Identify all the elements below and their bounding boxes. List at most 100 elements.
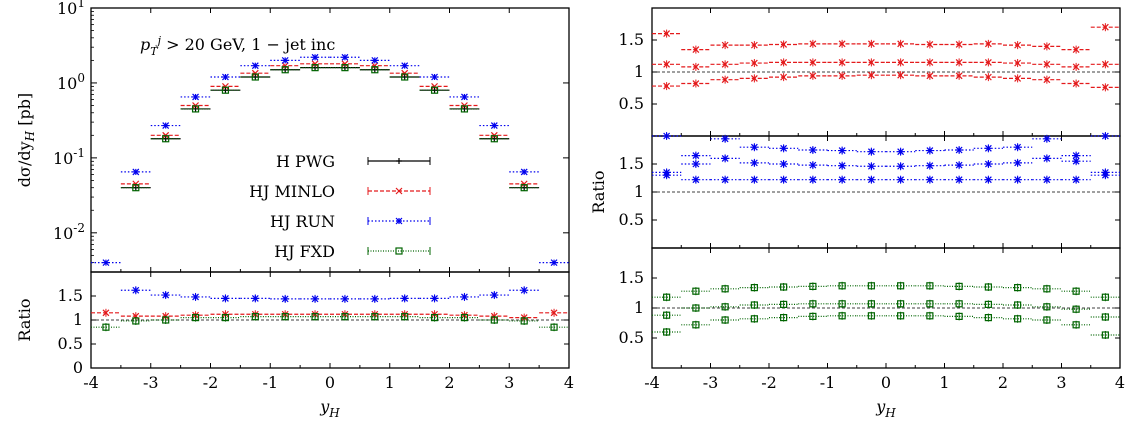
panel-left-main-data-point bbox=[520, 168, 528, 176]
panel-right-bottom-xtick-label: -1 bbox=[820, 373, 836, 392]
panel-left-ratio-data-point bbox=[192, 293, 199, 301]
panel-right-bottom-data-point bbox=[984, 300, 992, 308]
panel-left-ratio-ytick-label: 0 bbox=[73, 358, 83, 377]
panel-left-main-data-point bbox=[102, 259, 110, 267]
panel-right-top-data-point bbox=[897, 58, 905, 66]
panel-left-ratio-series bbox=[91, 312, 569, 332]
panel-right-middle-data-point bbox=[750, 159, 758, 167]
panel-right-top-ytick-label: 0.5 bbox=[619, 94, 644, 113]
panel-right-bottom-xlabel: yH bbox=[875, 397, 896, 420]
panel-left-main-data-point bbox=[490, 135, 498, 143]
panel-right-middle-data-point bbox=[955, 161, 963, 169]
panel-right-top-data-point bbox=[1014, 74, 1022, 82]
panel-right-middle-data-point bbox=[1043, 135, 1051, 143]
panel-left-ratio-data-point bbox=[251, 313, 259, 321]
panel-right-bottom-data-point bbox=[897, 300, 905, 308]
panel-left-main-data-point bbox=[401, 69, 409, 77]
panel-right-middle-data-point bbox=[838, 176, 846, 184]
panel-left-main-ylabel: dσ/dyH [pb] bbox=[15, 93, 37, 187]
panel-right-bottom-data-point bbox=[663, 328, 671, 336]
panel-right-bottom-data-point bbox=[926, 312, 934, 320]
panel-left-ratio-data-point bbox=[281, 313, 289, 321]
panel-left-main-data-point bbox=[311, 53, 319, 61]
panel-right-top-data-point bbox=[663, 30, 671, 38]
panel-right-middle-data-point bbox=[984, 176, 992, 184]
panel-right-middle-data-point bbox=[663, 132, 671, 140]
panel-left-main-data-point bbox=[431, 82, 438, 90]
panel-left-ratio-data-point bbox=[431, 294, 438, 302]
panel-left-ratio-data-point bbox=[461, 293, 468, 301]
panel-left-ratio-data-point bbox=[520, 286, 528, 294]
panel-right-middle-data-point bbox=[926, 147, 934, 154]
panel-right-top-data-point bbox=[1072, 80, 1080, 87]
panel-right-middle-data-point bbox=[780, 160, 788, 168]
panel-right-middle-data-point bbox=[867, 176, 875, 184]
panel-left-main-data-point bbox=[191, 105, 200, 113]
panel-right-middle-data-point bbox=[750, 143, 758, 151]
panel-right-top-data-point bbox=[955, 41, 963, 48]
panel-left-ratio-xtick-label: 2 bbox=[444, 373, 454, 392]
panel-right-bottom-data-point bbox=[955, 300, 963, 308]
panel-right-top-data-point bbox=[926, 41, 934, 48]
panel-right-bottom-ytick-label: 1.5 bbox=[619, 268, 644, 287]
panel-right-middle-ytick-label: 1 bbox=[634, 182, 644, 201]
panel-right-middle bbox=[651, 132, 1121, 248]
panel-left-ratio-xlabel: yH bbox=[319, 397, 340, 420]
panel-right-bottom-data-point bbox=[838, 300, 846, 308]
panel-right-top-ytick-label: 1 bbox=[634, 62, 644, 81]
panel-right-bottom-data-point bbox=[721, 303, 729, 311]
panel-left-main-data-point bbox=[520, 184, 528, 192]
panel-right-top-data-point bbox=[1043, 60, 1051, 68]
panel-right-bottom-data-point bbox=[721, 285, 729, 293]
panel-left-ratio-data-point bbox=[191, 314, 200, 322]
panel-right-top-data-point bbox=[926, 72, 934, 80]
panel-right-bottom-data-point bbox=[692, 304, 700, 312]
panel-right-middle-data-point bbox=[692, 152, 700, 160]
panel-right-middle-data-point bbox=[867, 162, 875, 170]
panel-left-main-ytick-label: 10-1 bbox=[53, 146, 85, 168]
panel-left-main-data-point bbox=[460, 105, 469, 113]
panel-left-main-data-point bbox=[401, 62, 409, 70]
panel-right-bottom-data-point bbox=[867, 312, 875, 320]
panel-right-bottom-data-point bbox=[955, 312, 963, 320]
panel-left-ratio-data-point bbox=[132, 317, 140, 325]
panel-right-top-data-point bbox=[867, 58, 875, 66]
panel-right-bottom-data-point bbox=[1014, 301, 1022, 309]
panel-right-top-data-point bbox=[984, 40, 992, 48]
panel-right-bottom-xtick-label: 2 bbox=[998, 373, 1008, 392]
panel-left-main-data-point bbox=[221, 86, 230, 94]
panel-right-top-data-point bbox=[926, 58, 934, 66]
legend-label: H PWG bbox=[276, 152, 335, 171]
panel-right-middle-ytick-label: 1.5 bbox=[619, 154, 644, 173]
panel-right-bottom-series bbox=[652, 311, 1120, 339]
panel-left-ratio-data-point bbox=[102, 323, 110, 331]
panel-right-middle-data-point bbox=[809, 161, 817, 169]
panel-right-top-data-point bbox=[780, 41, 788, 48]
panel-left-ratio-data-point bbox=[311, 295, 319, 303]
panel-right-bottom-data-point bbox=[809, 312, 817, 320]
panel-left-main-data-point bbox=[401, 73, 409, 81]
panel-right-top-data-point bbox=[1014, 59, 1022, 67]
panel-right-middle-data-point bbox=[721, 135, 729, 143]
panel-left-main-data-point bbox=[461, 93, 468, 101]
panel-left-main-ytick-label: 100 bbox=[57, 71, 85, 93]
panel-right-bottom-data-point bbox=[809, 300, 817, 308]
legend-marker bbox=[395, 247, 403, 255]
panel-right-middle-data-point bbox=[780, 144, 788, 152]
panel-right-bottom-data-point bbox=[750, 315, 758, 323]
panel-left-ratio-xtick-label: -2 bbox=[203, 373, 219, 392]
panel-left-ratio-xtick-label: -4 bbox=[83, 373, 99, 392]
panel-right-top-data-point bbox=[867, 40, 875, 48]
panel-left-main-data-point bbox=[371, 62, 379, 70]
panel-right-bottom-data-point bbox=[867, 282, 875, 290]
panel-left-main-data-point bbox=[132, 180, 140, 188]
panel-right-bottom-data-point bbox=[926, 300, 934, 308]
panel-right-middle-data-point bbox=[809, 146, 817, 154]
panel-right-top-data-point bbox=[721, 41, 729, 49]
panel-right-top-data-point bbox=[809, 58, 817, 66]
legend-marker bbox=[396, 158, 402, 164]
panel-left-ratio-data-point bbox=[520, 317, 528, 325]
panel-right-top-data-point bbox=[1101, 60, 1109, 68]
panel-right-top-data-point bbox=[692, 80, 700, 87]
panel-right-bottom-data-point bbox=[1043, 285, 1051, 293]
